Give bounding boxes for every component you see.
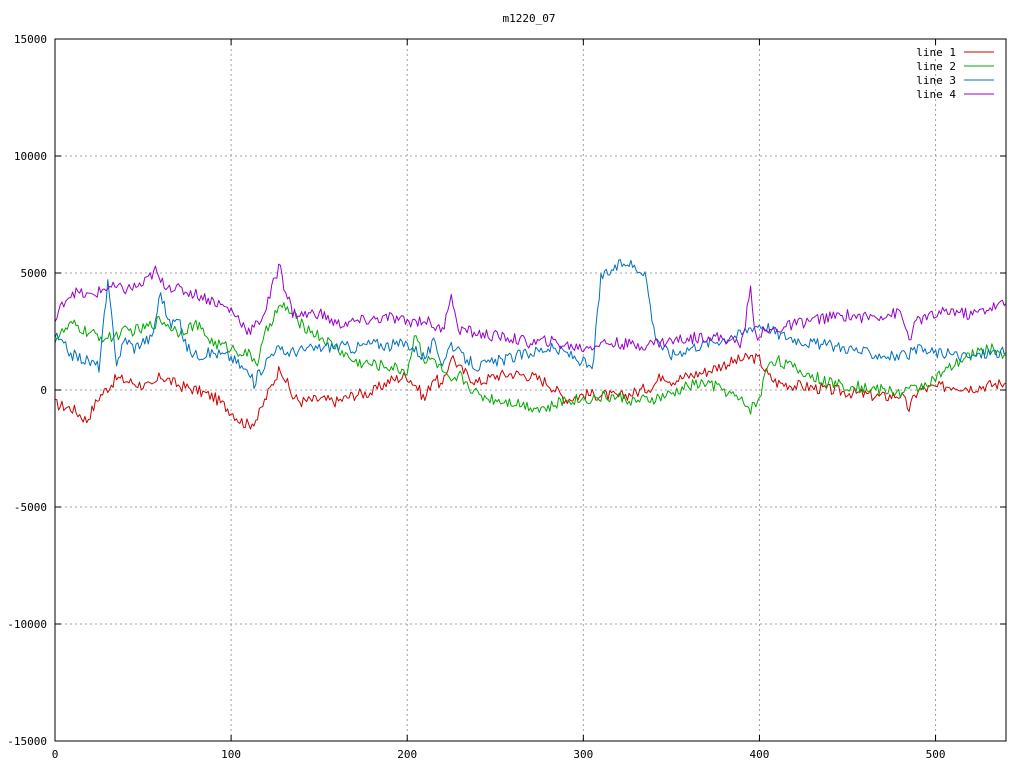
series-line-3 — [54, 259, 1007, 389]
x-tick-label: 300 — [573, 748, 593, 761]
legend-entry-label: line 1 — [916, 46, 956, 59]
series-line-1 — [54, 352, 1007, 430]
axis-ticks: -15000 -10000 -5000 0 5000 10000 15000 0 100 200 3… — [7, 33, 1006, 761]
y-tick-label: 0 — [40, 384, 47, 397]
y-tick-label: -10000 — [7, 618, 47, 631]
y-tick-label: 15000 — [14, 33, 47, 46]
x-tick-label: 100 — [221, 748, 241, 761]
y-tick-label: -15000 — [7, 735, 47, 748]
legend-entry-label: line 3 — [916, 74, 956, 87]
series-line-4 — [54, 263, 1007, 353]
legend-entry-label: line 4 — [916, 88, 956, 101]
series-line-2 — [54, 302, 1007, 415]
grid — [55, 39, 1006, 741]
x-tick-label: 200 — [397, 748, 417, 761]
series-lines — [54, 259, 1007, 430]
y-tick-label: 10000 — [14, 150, 47, 163]
x-tick-label: 0 — [52, 748, 59, 761]
x-tick-label: 400 — [750, 748, 770, 761]
x-tick-label: 500 — [926, 748, 946, 761]
y-tick-label: -5000 — [14, 501, 47, 514]
legend-entry-label: line 2 — [916, 60, 956, 73]
y-tick-label: 5000 — [21, 267, 48, 280]
chart-title: m1220_07 — [503, 12, 556, 25]
